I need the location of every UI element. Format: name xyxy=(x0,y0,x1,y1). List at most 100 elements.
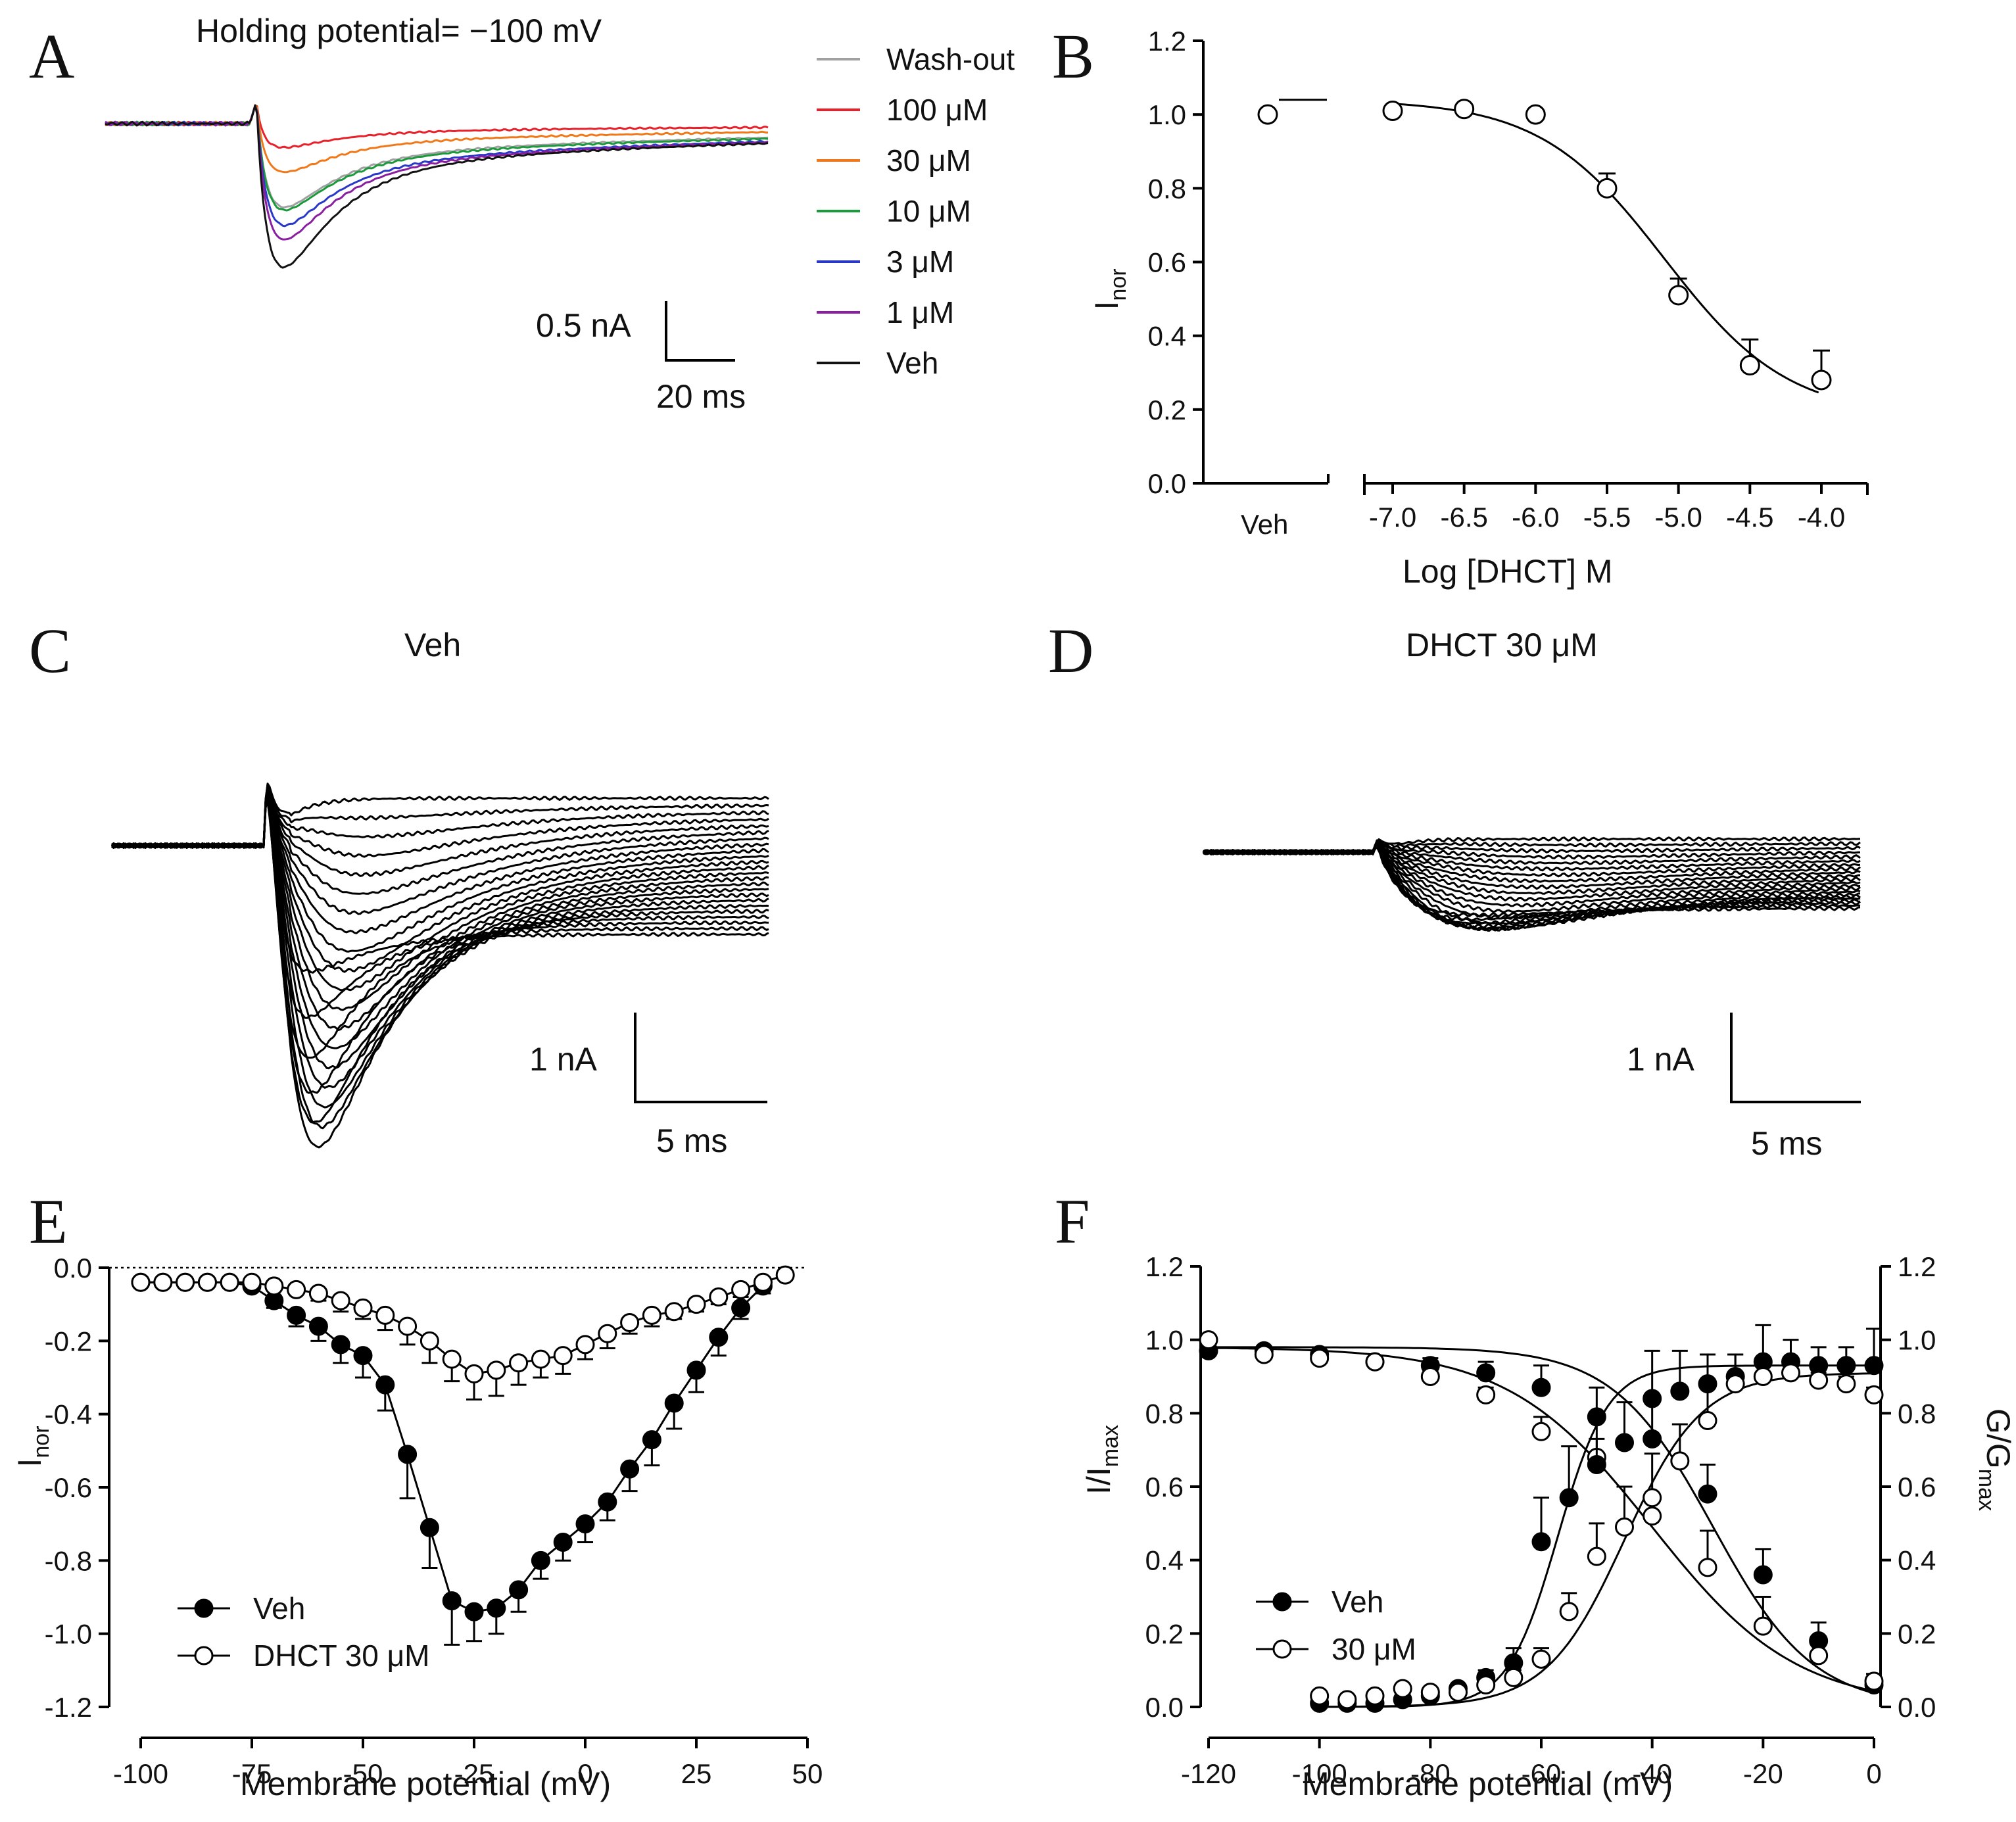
data-point-f-30-m-activation xyxy=(1615,1517,1634,1537)
data-point-f-30-m-inactivation xyxy=(1753,1616,1773,1636)
error-bar-b xyxy=(1741,338,1759,356)
plot-area-b xyxy=(1257,99,1832,394)
data-point-e-dhct-30-m xyxy=(153,1272,173,1292)
plot-area-f xyxy=(1199,1324,1884,1713)
y-axis-label-e: Inor xyxy=(11,1426,54,1467)
panel-d: DHCT 30 μM 1 nA 5 ms xyxy=(1202,627,1861,1162)
data-point-e-dhct-30-m xyxy=(775,1265,795,1285)
data-point-f-veh-activation xyxy=(1615,1433,1634,1452)
y-tick-label-f-right: 1.2 xyxy=(1898,1251,1936,1282)
y-axis-label-b: Inor xyxy=(1088,268,1131,310)
y-tick-label-f-left: 0.2 xyxy=(1145,1618,1184,1649)
y-tick-label-b: 0.8 xyxy=(1148,173,1186,204)
x-axis-label-f: Membrane potential (mV) xyxy=(1302,1765,1673,1802)
x-tick-label-e: -75 xyxy=(232,1758,272,1789)
data-point-b xyxy=(1382,101,1403,122)
panel-label-a: A xyxy=(29,21,74,91)
x-tick-label-b: -6.5 xyxy=(1440,502,1487,533)
y-tick-label-e: -1.2 xyxy=(45,1692,92,1723)
data-point-e-veh xyxy=(420,1518,439,1537)
data-point-b xyxy=(1454,99,1475,120)
data-point-f-30-m-inactivation xyxy=(1864,1671,1884,1691)
data-point-e-dhct-30-m xyxy=(375,1305,395,1325)
legend-f-label-veh: Veh xyxy=(1332,1585,1383,1619)
legend-e: Veh DHCT 30 μM xyxy=(178,1591,429,1673)
y-tick-label-e: -1.0 xyxy=(45,1619,92,1650)
y-tick-label-f-right: 0.8 xyxy=(1898,1398,1936,1429)
data-point-e-dhct-30-m xyxy=(709,1287,729,1307)
data-point-f-30-m-activation xyxy=(1864,1385,1884,1404)
data-point-e-veh xyxy=(353,1346,373,1366)
trace-c xyxy=(111,800,769,974)
data-point-e-veh xyxy=(509,1580,529,1600)
panel-f: 0.0 0.0 0.2 0.2 0.4 0.4 0.6 0.6 0.8 0.8 1.0 1.0 1.2 1… xyxy=(1080,1251,2016,1802)
data-point-f-30-m-inactivation xyxy=(1310,1349,1330,1368)
data-point-f-30-m-activation xyxy=(1753,1367,1773,1386)
legend-e-label-dhct: DHCT 30 μM xyxy=(253,1639,429,1673)
data-point-f-30-m-activation xyxy=(1531,1649,1551,1669)
data-point-b xyxy=(1525,104,1546,125)
trace-a-1-m xyxy=(105,105,768,241)
trace-d xyxy=(1202,846,1861,922)
panel-label-c: C xyxy=(29,615,71,686)
y-tick-label-f-right: 0.2 xyxy=(1898,1618,1936,1649)
iv-line-e-dhct-30-m xyxy=(141,1274,786,1375)
data-point-f-veh-activation xyxy=(1531,1532,1551,1552)
data-point-f-30-m-inactivation xyxy=(1809,1646,1829,1666)
y-tick-label-f-right: 0.0 xyxy=(1898,1692,1936,1723)
scale-bar-a: 0.5 nA 20 ms xyxy=(536,301,746,415)
data-point-f-30-m-inactivation xyxy=(1476,1385,1496,1404)
y-tick-label-b: 0.2 xyxy=(1148,395,1186,425)
data-point-e-veh xyxy=(531,1550,550,1570)
data-point-e-dhct-30-m xyxy=(553,1346,573,1366)
data-point-b xyxy=(1739,355,1760,376)
y-tick-label-f-left: 0.8 xyxy=(1145,1398,1184,1429)
data-point-e-dhct-30-m xyxy=(686,1295,706,1314)
data-point-e-veh xyxy=(308,1316,328,1336)
trace-c xyxy=(111,790,769,973)
error-bar-b xyxy=(1813,349,1830,371)
legend-f: Veh 30 μM xyxy=(1256,1585,1416,1666)
data-point-f-30-m-activation xyxy=(1670,1451,1690,1471)
data-point-f-30-m-activation xyxy=(1310,1686,1330,1706)
data-point-e-dhct-30-m xyxy=(131,1272,151,1292)
data-point-f-veh-activation xyxy=(1643,1389,1662,1408)
y-tick-label-f-left: 1.0 xyxy=(1145,1325,1184,1356)
data-point-e-dhct-30-m xyxy=(308,1283,328,1303)
panel-label-d: D xyxy=(1048,615,1093,686)
y-tick-label-e: -0.8 xyxy=(45,1545,92,1576)
data-point-e-dhct-30-m xyxy=(197,1272,217,1292)
scale-bar-d-x-label: 5 ms xyxy=(1751,1125,1822,1162)
data-point-f-veh-inactivation xyxy=(1531,1378,1551,1397)
data-point-f-30-m-activation xyxy=(1393,1679,1412,1698)
data-point-e-veh xyxy=(287,1305,306,1325)
panel-label-f: F xyxy=(1055,1186,1090,1257)
x-tick-label-b: -6.0 xyxy=(1512,502,1559,533)
veh-tick-label-b: Veh xyxy=(1241,509,1288,540)
trace-group-c xyxy=(110,782,769,1149)
data-point-e-dhct-30-m xyxy=(620,1313,640,1332)
data-point-e-veh xyxy=(709,1328,729,1347)
data-point-e-dhct-30-m xyxy=(442,1349,462,1369)
y-tick-label-b: 0.6 xyxy=(1148,247,1186,278)
x-tick-label-b: -5.0 xyxy=(1654,502,1702,533)
y-tick-label-f-right: 1.0 xyxy=(1898,1325,1936,1356)
data-point-e-veh xyxy=(620,1459,640,1479)
data-point-e-veh xyxy=(598,1492,617,1512)
scale-bar-a-y-label: 0.5 nA xyxy=(536,307,631,344)
legend-f-marker-dhct xyxy=(1272,1639,1292,1659)
x-tick-label-e: 50 xyxy=(792,1758,823,1789)
fit-curve-f-30-m-activation xyxy=(1319,1372,1875,1708)
iv-line-e-veh xyxy=(141,1281,764,1613)
data-point-b xyxy=(1668,285,1689,306)
trace-d xyxy=(1203,845,1861,918)
data-point-b xyxy=(1811,370,1832,391)
scale-bar-c-y-label: 1 nA xyxy=(529,1041,598,1078)
data-point-f-veh-activation xyxy=(1559,1488,1579,1508)
trace-group-d xyxy=(1202,836,1861,932)
data-point-f-30-m-activation xyxy=(1809,1370,1829,1390)
legend-a-label-3-m: 3 μM xyxy=(886,245,954,279)
data-point-f-30-m-activation xyxy=(1559,1602,1579,1621)
legend-f-marker-veh xyxy=(1272,1592,1292,1612)
